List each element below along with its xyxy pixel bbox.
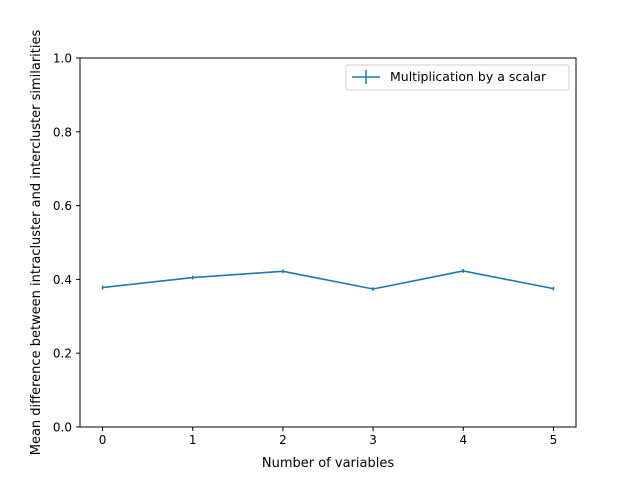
y-ticks: 0.0 0.2 0.4 0.6 0.8 1.0 bbox=[53, 52, 80, 435]
x-tick-label: 0 bbox=[99, 433, 107, 447]
axes-frame bbox=[79, 57, 577, 428]
data-point bbox=[552, 287, 555, 290]
x-tick-label: 4 bbox=[459, 433, 467, 447]
data-point bbox=[191, 276, 194, 279]
y-tick-label: 0.6 bbox=[53, 199, 72, 213]
x-tick-label: 2 bbox=[279, 433, 287, 447]
data-point bbox=[372, 288, 374, 290]
legend: Multiplication by a scalar bbox=[345, 64, 570, 91]
x-axis-label: Number of variables bbox=[262, 456, 394, 471]
y-tick-label: 0.8 bbox=[53, 125, 72, 139]
legend-box bbox=[345, 64, 570, 91]
data-point bbox=[282, 270, 284, 273]
y-tick-label: 0.0 bbox=[53, 421, 72, 435]
x-ticks: 0 1 2 3 4 5 bbox=[99, 427, 558, 447]
x-tick-label: 3 bbox=[369, 433, 377, 447]
plot-area bbox=[80, 58, 576, 427]
y-tick-label: 0.2 bbox=[53, 347, 72, 361]
data-point bbox=[101, 286, 104, 289]
y-axis-label: Mean difference between intracluster and… bbox=[29, 30, 44, 456]
x-tick-label: 5 bbox=[550, 433, 558, 447]
y-tick-label: 1.0 bbox=[53, 52, 72, 66]
series-line bbox=[102, 270, 554, 290]
series-layer bbox=[101, 269, 555, 291]
data-point bbox=[462, 270, 465, 272]
legend-label: Multiplication by a scalar bbox=[390, 69, 547, 84]
y-tick-label: 0.4 bbox=[53, 273, 72, 287]
axes-layer bbox=[79, 57, 577, 428]
x-tick-label: 1 bbox=[189, 433, 197, 447]
